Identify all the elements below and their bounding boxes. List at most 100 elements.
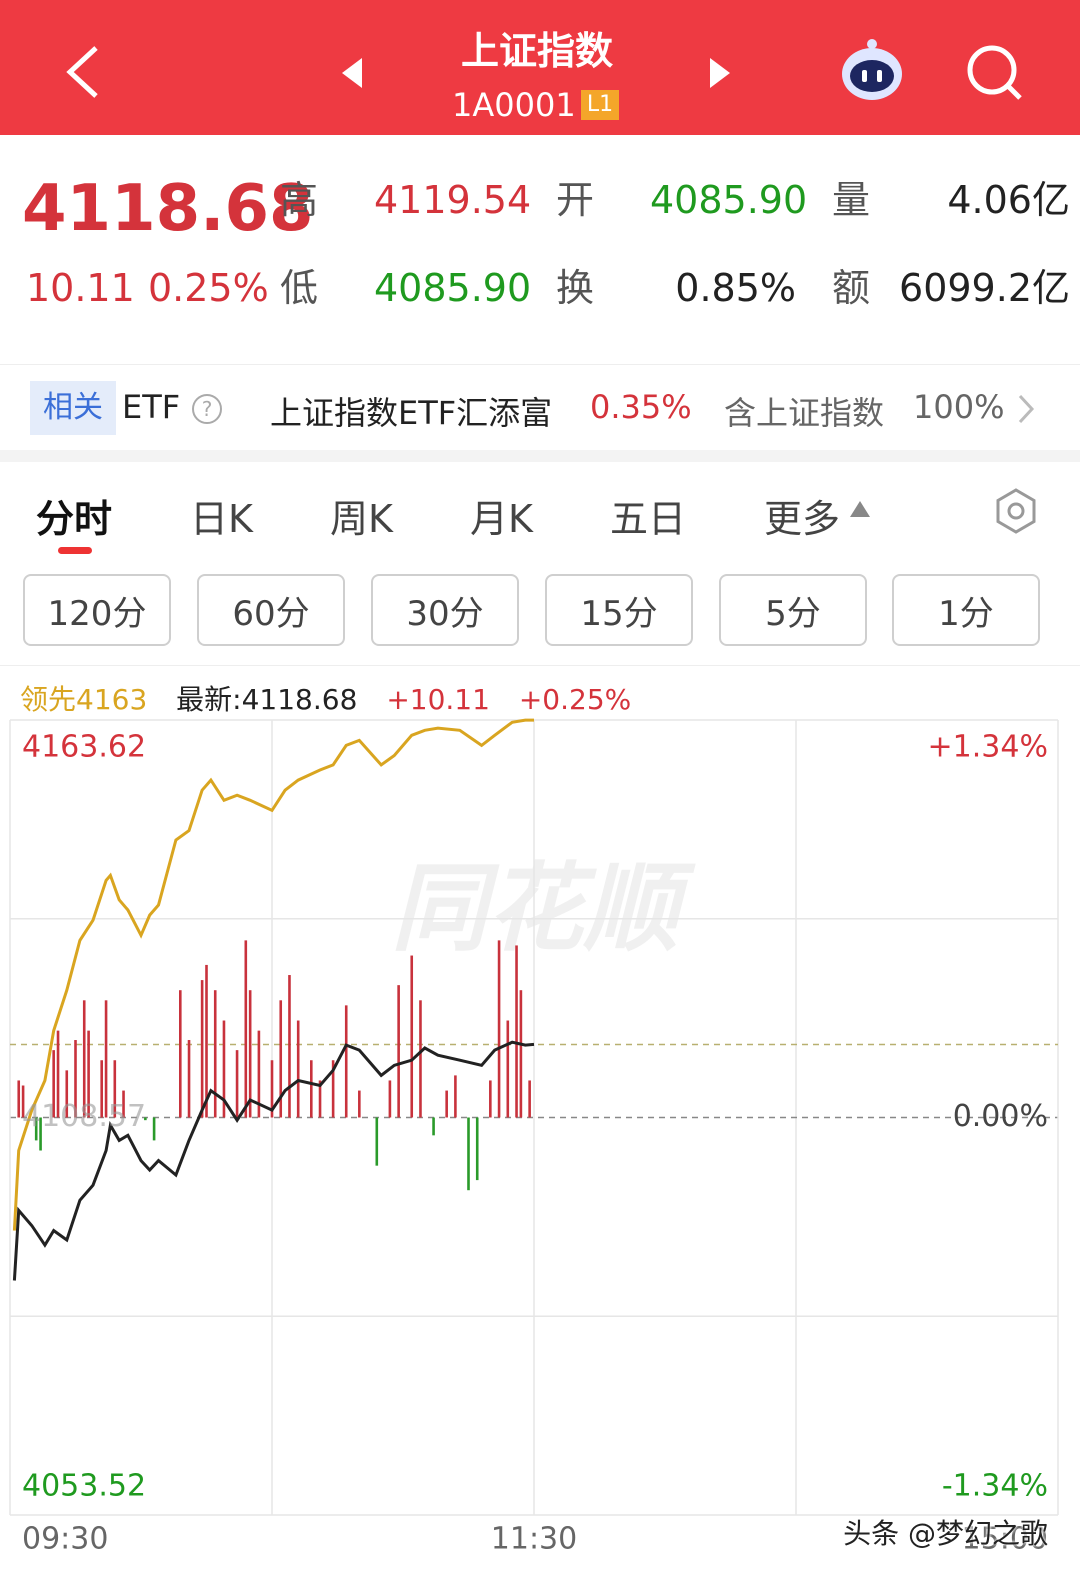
strength-bar	[21, 1085, 25, 1118]
strength-bar	[100, 1060, 103, 1118]
strength-bar	[519, 990, 523, 1118]
back-button[interactable]	[66, 46, 98, 98]
strength-bar	[397, 985, 400, 1118]
strength-bar	[187, 1040, 191, 1118]
y-tick-label: 4108.57	[22, 1099, 146, 1134]
period-button[interactable]: 60分	[197, 574, 345, 646]
search-button[interactable]	[967, 45, 1022, 100]
period-button[interactable]: 15分	[545, 574, 693, 646]
etf-contains: 含上证指数	[724, 394, 885, 432]
etf-weight: 100%	[913, 388, 1005, 426]
strength-bar	[144, 1117, 147, 1121]
period-button[interactable]: 30分	[371, 574, 519, 646]
etf-change: 0.35%	[590, 388, 692, 426]
period-button[interactable]: 1分	[892, 574, 1040, 646]
nav-icons	[66, 39, 1022, 100]
price-line	[12, 1040, 535, 1281]
title: 上证指数	[460, 29, 613, 73]
code: 1A0001	[452, 86, 576, 124]
tab-indicator	[58, 547, 92, 554]
label: 量	[832, 178, 871, 222]
strength-bar	[310, 1060, 313, 1118]
settings-button[interactable]	[993, 488, 1039, 534]
value: 4119.54	[374, 178, 532, 222]
strength-bar	[489, 1080, 492, 1118]
strength-bar	[152, 1117, 156, 1141]
tab[interactable]: 分时	[36, 497, 113, 541]
period-button[interactable]: 120分	[23, 574, 171, 646]
divider	[0, 665, 1080, 666]
change: 10.11	[26, 266, 135, 310]
change-pct: 0.25%	[148, 266, 269, 310]
strength-bar	[288, 975, 291, 1118]
strength-bar	[375, 1117, 379, 1166]
value: 0.85%	[675, 266, 796, 310]
next-button[interactable]	[710, 58, 730, 88]
intraday-chart: 同花顺 4053.52 4108.57 4163.62 -1.34% 0.00% +1.3…	[9, 718, 1059, 1557]
lead-label: 领先4163	[20, 683, 148, 716]
strength-bar	[279, 1000, 283, 1118]
help-icon[interactable]: ?	[192, 394, 222, 424]
y-tick-label: 4053.52	[22, 1469, 146, 1504]
period-button[interactable]: 5分	[719, 574, 867, 646]
tab[interactable]: 五日	[610, 497, 687, 541]
level-badge: L1	[581, 90, 619, 120]
strength-bar	[179, 990, 182, 1118]
strength-bar	[39, 1117, 42, 1151]
price: 4118.68	[22, 172, 314, 246]
strength-bar	[296, 1020, 300, 1118]
more-arrow	[850, 501, 870, 517]
strength-bar	[257, 1030, 261, 1118]
label: 额	[832, 266, 871, 310]
y2-tick-label: +1.34%	[928, 730, 1048, 765]
strength-bar	[344, 1005, 348, 1118]
etf-name[interactable]: 上证指数ETF汇添富	[270, 394, 553, 432]
strength-bar	[475, 1117, 479, 1181]
strength-bar	[497, 940, 501, 1118]
price-line	[12, 718, 534, 1231]
strength-bar	[248, 990, 252, 1118]
strength-bar	[235, 1050, 239, 1118]
value: 6099.2亿	[899, 266, 1070, 310]
divider	[0, 364, 1080, 365]
y-tick-label: 4163.62	[22, 730, 146, 765]
etf-label: ETF	[122, 388, 181, 426]
y2-tick-label: 0.00%	[953, 1099, 1048, 1134]
x-tick-label: 09:30	[22, 1522, 108, 1557]
nav-bar: 上证指数 1A0001 L1	[0, 0, 1080, 135]
label: 开	[556, 178, 595, 222]
tab[interactable]: 月K	[470, 497, 533, 541]
strength-bar	[52, 1050, 55, 1118]
y2-tick-label: -1.34%	[942, 1469, 1048, 1504]
chart-info: 领先4163 最新:4118.68 +10.11 +0.25%	[20, 678, 631, 718]
robot-button[interactable]	[842, 39, 902, 100]
strength-bar	[506, 1020, 510, 1118]
strength-bar	[318, 1080, 322, 1118]
strength-bar	[454, 1075, 457, 1118]
value: 4085.90	[650, 178, 808, 222]
strength-bar	[213, 990, 217, 1118]
strength-bar	[74, 1040, 77, 1118]
latest-value: 4118.68	[241, 683, 358, 716]
value: 4.06亿	[947, 178, 1070, 222]
strength-bar	[467, 1117, 470, 1191]
strength-bar	[205, 964, 208, 1118]
value: 4085.90	[374, 266, 532, 310]
watermark: 头条 @梦幻之歌	[843, 1517, 1048, 1550]
tab[interactable]: 更多	[764, 497, 841, 541]
strength-bar	[65, 1070, 69, 1118]
strength-bar	[528, 1080, 531, 1118]
strength-bar	[222, 1020, 226, 1118]
tab[interactable]: 周K	[330, 497, 393, 541]
label: 低	[280, 266, 319, 310]
label: 高	[280, 178, 319, 222]
label: 换	[556, 266, 595, 310]
chevron[interactable]	[1014, 392, 1038, 426]
prev-button[interactable]	[342, 58, 362, 88]
x-tick-label: 11:30	[491, 1522, 577, 1557]
change-pct: +0.25%	[518, 683, 632, 716]
tab[interactable]: 日K	[190, 497, 253, 541]
strength-bar	[82, 1000, 86, 1118]
